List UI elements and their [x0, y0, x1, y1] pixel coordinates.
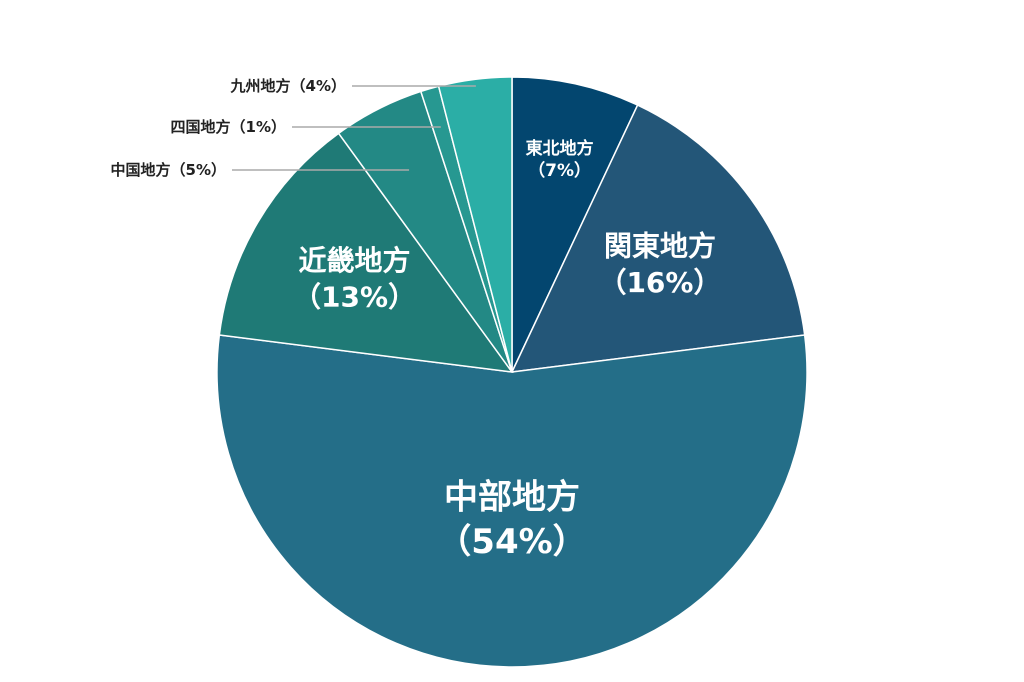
slice-value-label: （5%）: [171, 161, 226, 179]
slice-label: 中部地方: [444, 478, 580, 518]
outside-label: 四国地方（1%）: [171, 118, 286, 136]
slice-label: 関東地方: [604, 230, 716, 263]
slice-value-label: （54%）: [437, 522, 586, 562]
slice-label: 近畿地方: [299, 244, 411, 277]
slice-label: 九州地方: [230, 77, 291, 95]
slice-value-label: （7%）: [528, 160, 591, 181]
outside-label: 九州地方（4%）: [230, 77, 346, 95]
slice-label: 四国地方: [171, 118, 231, 136]
slice-value-label: （1%）: [231, 118, 286, 136]
pie-slice: [216, 334, 808, 668]
pie-slice: [218, 132, 514, 373]
outside-label: 中国地方（5%）: [111, 161, 226, 179]
slice-label: 東北地方: [526, 138, 594, 159]
slice-value-label: （16%）: [598, 266, 721, 299]
pie-slice: [511, 76, 639, 373]
slice-value-label: （13%）: [293, 280, 416, 313]
slice-value-label: （4%）: [291, 77, 346, 95]
slice-label: 中国地方: [111, 161, 171, 179]
pie-slice: [510, 104, 806, 373]
